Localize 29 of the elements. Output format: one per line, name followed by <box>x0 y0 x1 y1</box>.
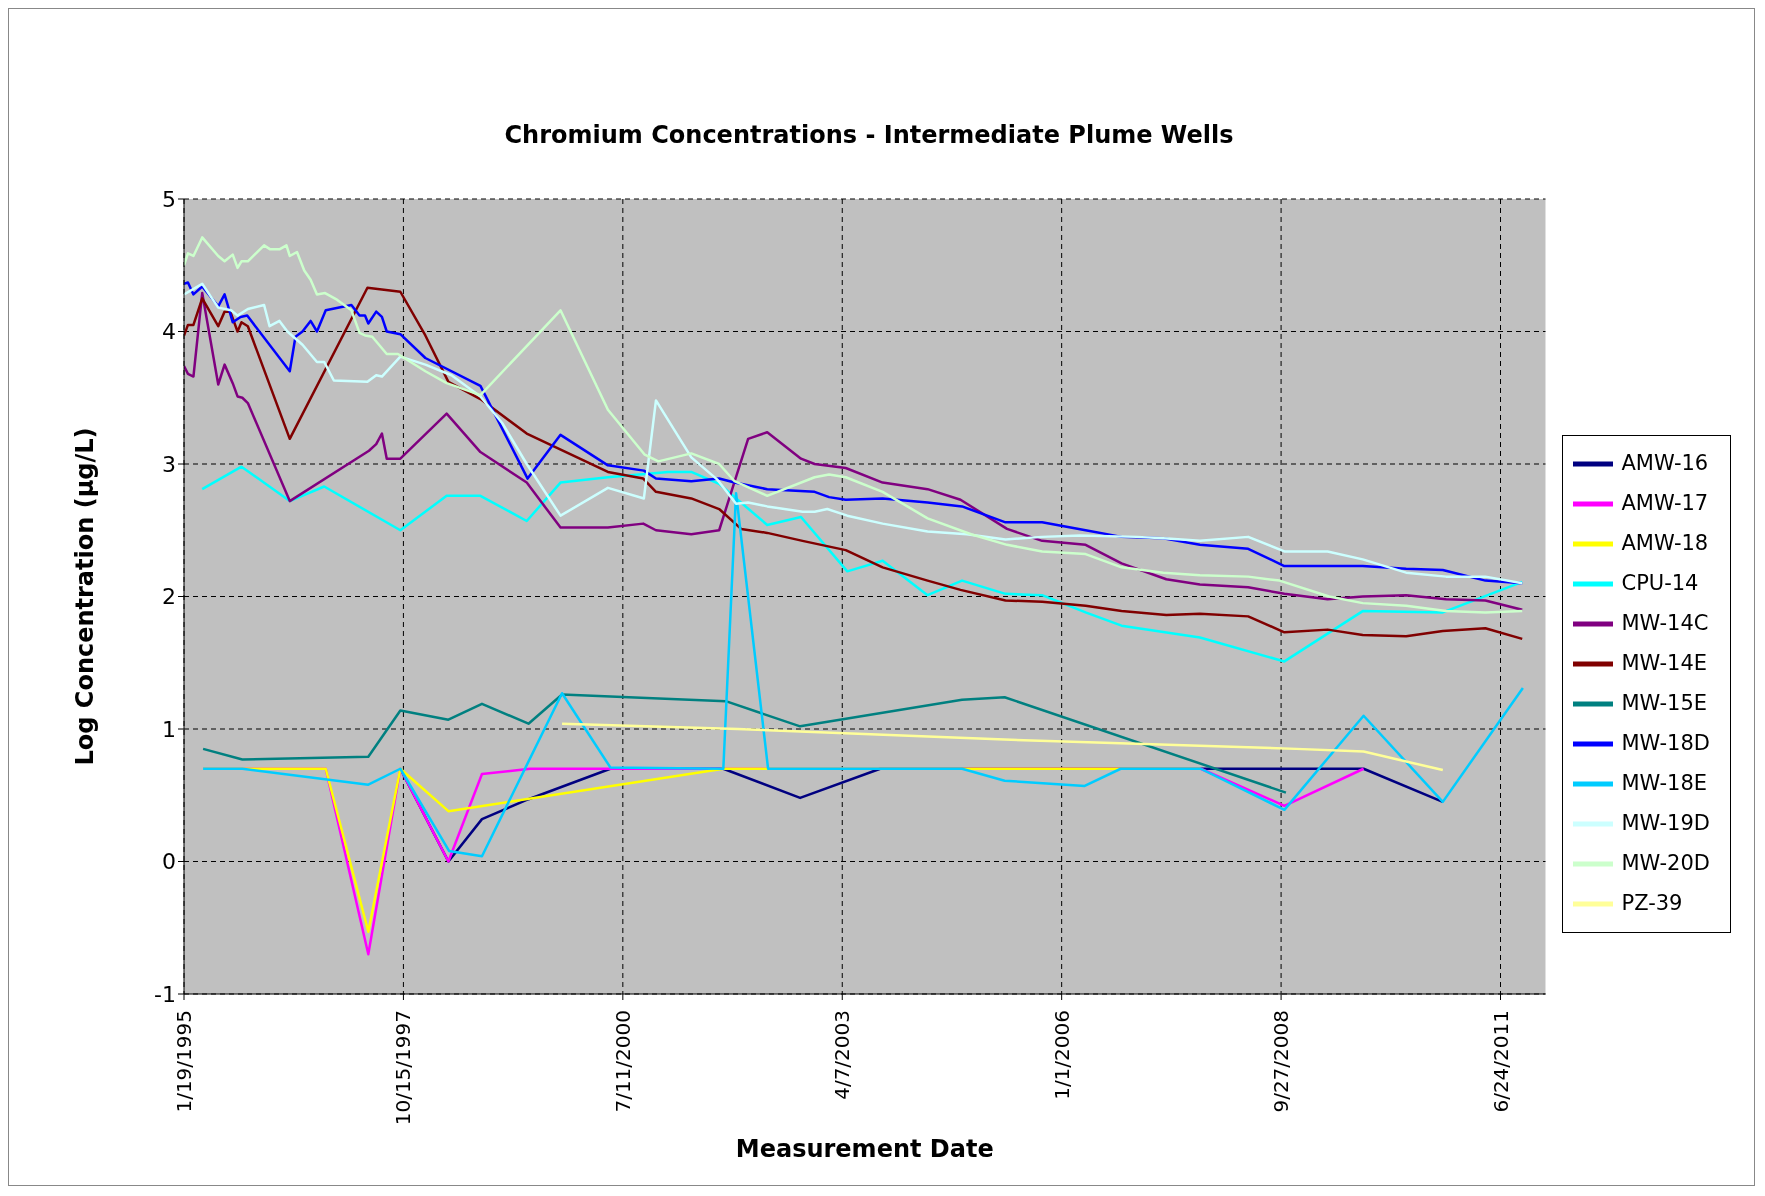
legend-label: PZ-39 <box>1621 891 1683 915</box>
legend-label: MW-14C <box>1621 611 1709 635</box>
x-axis-title: Measurement Date <box>735 1135 994 1163</box>
legend-label: MW-18D <box>1621 731 1710 755</box>
y-tick-label: 4 <box>162 319 176 345</box>
legend-label: MW-15E <box>1621 691 1708 715</box>
legend-label: AMW-17 <box>1621 491 1709 515</box>
x-tick-label: 4/7/2003 <box>830 1010 855 1100</box>
y-axis-title: Log Concentration (µg/L) <box>70 427 99 766</box>
x-tick-label: 7/11/2000 <box>610 1010 635 1113</box>
y-tick-label: -1 <box>154 981 176 1007</box>
legend-label: MW-18E <box>1621 771 1708 795</box>
x-tick-label: 6/24/2011 <box>1488 1010 1513 1113</box>
chart-title: Chromium Concentrations - Intermediate Plume Wells <box>504 121 1234 149</box>
y-tick-label: 5 <box>162 186 176 212</box>
legend-label: MW-19D <box>1621 811 1710 835</box>
x-tick-label: 10/15/1997 <box>391 1010 416 1126</box>
y-tick-label: 1 <box>162 716 176 742</box>
legend-label: MW-14E <box>1621 651 1708 675</box>
x-tick-label: 9/27/2008 <box>1269 1010 1294 1113</box>
legend-label: CPU-14 <box>1621 571 1699 595</box>
x-tick-label: 1/1/2006 <box>1049 1010 1074 1100</box>
y-tick-label: 2 <box>162 584 176 610</box>
legend-label: MW-20D <box>1621 851 1710 875</box>
legend-label: AMW-16 <box>1621 451 1709 475</box>
y-tick-label: 3 <box>162 451 176 477</box>
y-tick-label: 0 <box>162 849 176 875</box>
legend-label: AMW-18 <box>1621 531 1709 555</box>
x-tick-label: 1/19/1995 <box>172 1010 196 1113</box>
